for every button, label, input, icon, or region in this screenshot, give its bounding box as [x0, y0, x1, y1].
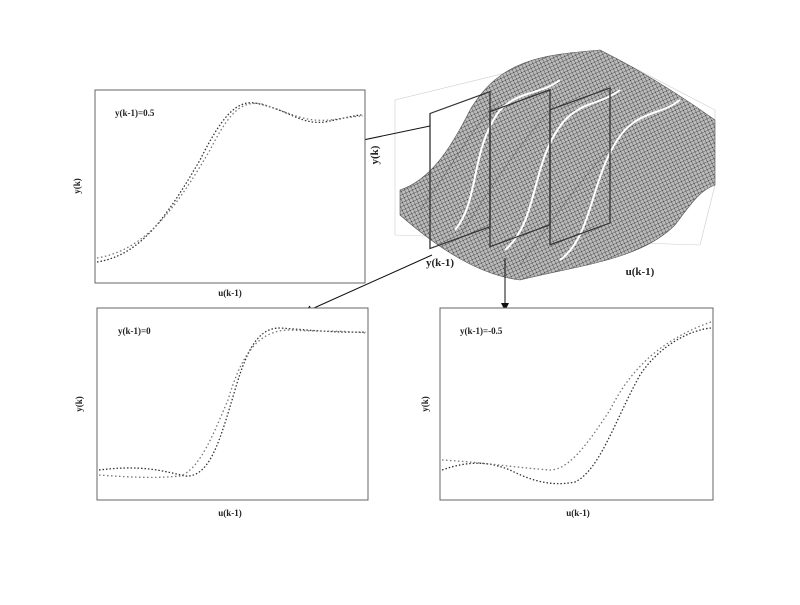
panel: y(k-1)=0 y(k) u(k-1)	[74, 307, 369, 518]
x-axis-label: u(k-1)	[566, 508, 590, 518]
surface-plot: y(k) y(k-1) u(k-1)	[369, 49, 716, 281]
panel: y(k-1)=-0.5 y(k) u(k-1)	[420, 307, 714, 518]
y-axis-label: y(k)	[420, 396, 430, 412]
x-axis-label: u(k-1)	[218, 508, 242, 518]
panel: y(k-1)=0.5 y(k) u(k-1)	[72, 89, 366, 298]
curve	[441, 321, 712, 471]
x-axis-label: u(k-1)	[218, 288, 242, 298]
panel-title: y(k-1)=0	[118, 326, 151, 336]
arrow	[304, 254, 433, 313]
surface-z-label: u(k-1)	[626, 266, 655, 278]
y-axis-label: y(k)	[74, 396, 84, 412]
plot-area	[96, 307, 369, 501]
curve	[98, 329, 367, 479]
panel-title: y(k-1)=0.5	[115, 108, 155, 118]
plot-area	[94, 89, 366, 284]
panel-title: y(k-1)=-0.5	[460, 326, 503, 336]
y-axis-label: y(k)	[72, 178, 82, 194]
surface-x-label: y(k-1)	[426, 257, 454, 269]
curve	[441, 327, 712, 485]
plot-area	[439, 307, 714, 501]
surface-y-label: y(k)	[369, 145, 381, 164]
